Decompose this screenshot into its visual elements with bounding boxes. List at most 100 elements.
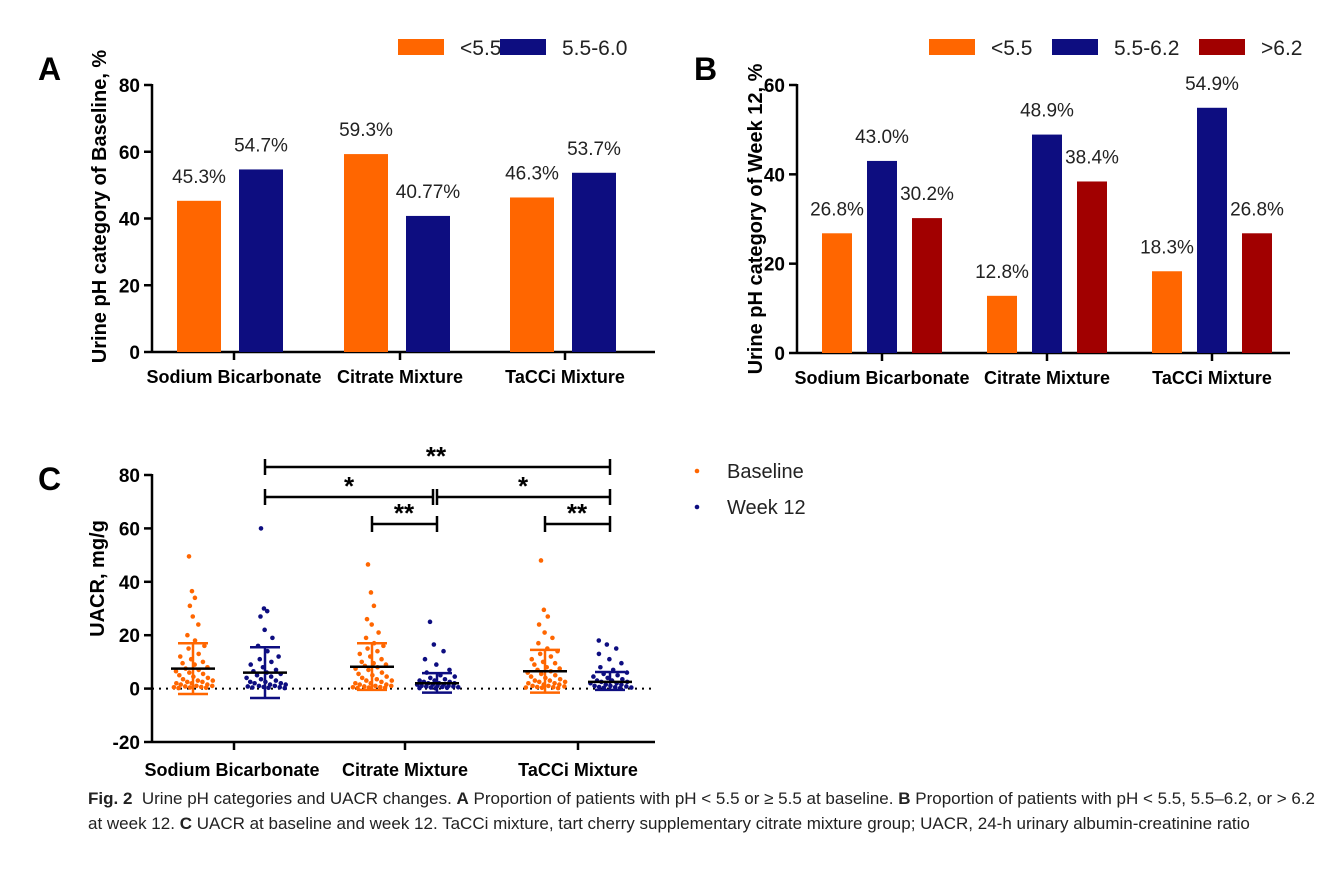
data-point bbox=[210, 678, 216, 683]
y-tick-label: 20 bbox=[764, 255, 785, 276]
y-tick-label: 40 bbox=[119, 573, 140, 594]
x-tick-label: Sodium Bicarbonate bbox=[794, 368, 969, 388]
data-point bbox=[268, 674, 274, 679]
data-point bbox=[555, 685, 561, 691]
data-point bbox=[552, 680, 557, 686]
x-tick-label: Citrate Mixture bbox=[342, 760, 468, 780]
data-point bbox=[451, 684, 456, 689]
caption-fig-label: Fig. 2 bbox=[88, 789, 133, 808]
y-axis-label: UACR, mg/g bbox=[87, 520, 109, 637]
y-axis-label: Urine pH category of Baseline, % bbox=[89, 50, 111, 364]
legend-swatch bbox=[500, 39, 546, 55]
data-point bbox=[250, 685, 255, 690]
legend-label: 5.5-6.2 bbox=[1114, 37, 1179, 60]
data-point bbox=[357, 682, 363, 687]
data-point bbox=[417, 678, 422, 683]
bar bbox=[987, 295, 1017, 353]
data-point bbox=[176, 685, 181, 691]
chart-a: 0 20 40 60 80 Urine pH category of Baseline, … bbox=[89, 37, 655, 387]
data-point bbox=[596, 638, 602, 643]
legend-label: Baseline bbox=[727, 461, 804, 483]
panel-label-b: B bbox=[694, 51, 717, 87]
data-point bbox=[273, 678, 279, 683]
data-point bbox=[258, 614, 263, 619]
data-point bbox=[200, 671, 206, 677]
caption-a-label: A bbox=[456, 789, 469, 808]
bar bbox=[1242, 233, 1272, 353]
data-point bbox=[182, 684, 188, 689]
data-point bbox=[203, 685, 209, 691]
data-point bbox=[444, 685, 450, 691]
data-point bbox=[546, 683, 551, 689]
data-point bbox=[262, 627, 267, 633]
y-tick-label: -20 bbox=[113, 733, 140, 754]
data-point bbox=[282, 685, 287, 691]
bar-data-label: 48.9% bbox=[1020, 101, 1074, 122]
data-point bbox=[359, 675, 365, 681]
data-point bbox=[187, 603, 193, 609]
data-point bbox=[427, 619, 433, 625]
data-point bbox=[439, 684, 445, 690]
data-point bbox=[452, 674, 458, 679]
data-point bbox=[615, 672, 620, 678]
bar-data-label: 45.3% bbox=[172, 167, 226, 188]
data-point bbox=[612, 684, 618, 690]
data-point bbox=[428, 685, 434, 690]
data-point bbox=[270, 635, 275, 641]
data-point bbox=[532, 678, 538, 683]
data-point bbox=[356, 671, 361, 677]
data-point bbox=[283, 682, 288, 687]
data-point bbox=[428, 675, 433, 681]
data-point bbox=[196, 651, 201, 657]
data-point bbox=[371, 603, 377, 609]
bar-data-label: 38.4% bbox=[1065, 147, 1119, 168]
data-point bbox=[598, 664, 603, 670]
bar bbox=[510, 197, 554, 352]
bar bbox=[1197, 107, 1227, 353]
significance-label: * bbox=[344, 471, 355, 501]
bar bbox=[406, 215, 450, 352]
data-point bbox=[365, 562, 371, 567]
bar-data-label: 54.9% bbox=[1185, 74, 1239, 95]
data-point bbox=[258, 676, 264, 682]
y-tick-label: 80 bbox=[119, 76, 140, 97]
legend-marker bbox=[694, 504, 700, 510]
bar-data-label: 18.3% bbox=[1140, 237, 1194, 258]
caption-c-text: UACR at baseline and week 12. TaCCi mixt… bbox=[196, 814, 1250, 833]
data-point bbox=[379, 679, 384, 685]
legend-label: <5.5 bbox=[460, 37, 501, 60]
data-point bbox=[536, 622, 542, 627]
data-point bbox=[552, 660, 558, 666]
bar bbox=[867, 160, 897, 353]
data-point bbox=[523, 685, 529, 690]
y-tick-label: 20 bbox=[119, 626, 140, 647]
data-point bbox=[187, 685, 193, 690]
data-point bbox=[536, 679, 542, 685]
data-point bbox=[196, 622, 201, 627]
bar-data-label: 26.8% bbox=[810, 199, 864, 220]
data-point bbox=[185, 632, 190, 638]
data-point bbox=[186, 646, 191, 651]
bar-data-label: 59.3% bbox=[339, 120, 393, 141]
data-point bbox=[178, 682, 184, 687]
data-point bbox=[273, 667, 279, 673]
data-point bbox=[363, 635, 369, 641]
y-tick-label: 0 bbox=[129, 680, 140, 701]
data-point bbox=[539, 685, 545, 691]
data-point bbox=[529, 656, 535, 662]
caption-b-label: B bbox=[898, 789, 911, 808]
data-point bbox=[591, 674, 596, 679]
x-tick-label: TaCCi Mixture bbox=[1152, 368, 1272, 388]
data-point bbox=[557, 676, 563, 682]
data-point bbox=[550, 635, 555, 641]
data-point bbox=[375, 648, 380, 654]
data-point bbox=[245, 684, 251, 689]
y-tick-label: 60 bbox=[119, 519, 140, 540]
data-point bbox=[629, 685, 634, 690]
data-point bbox=[256, 683, 262, 689]
bar-data-label: 54.7% bbox=[234, 135, 288, 156]
data-point bbox=[364, 616, 370, 622]
data-point bbox=[374, 676, 380, 682]
data-point bbox=[244, 675, 249, 681]
data-point bbox=[441, 648, 446, 654]
